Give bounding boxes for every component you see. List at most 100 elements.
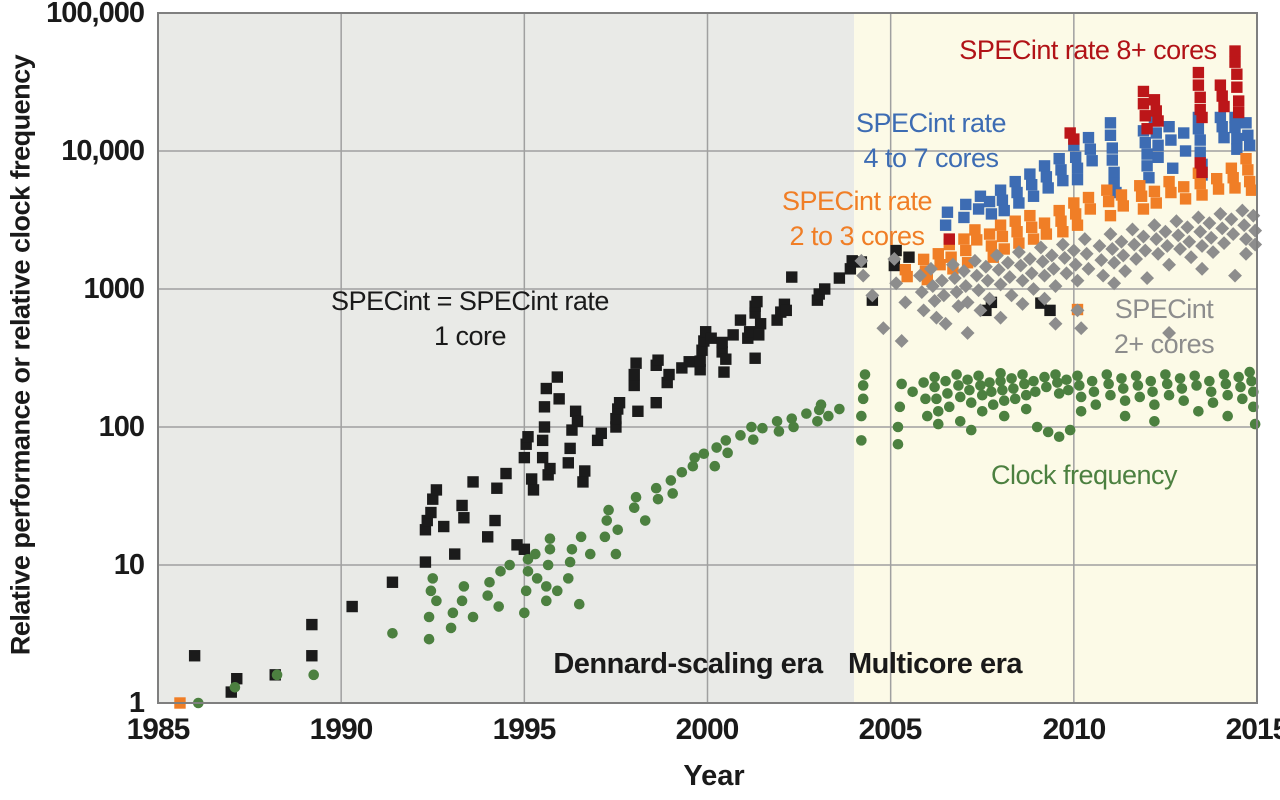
data-point [778,298,791,310]
data-point [998,204,1010,217]
data-point [951,369,962,380]
data-point [711,442,722,453]
data-point [751,295,763,308]
data-point [456,595,468,607]
data-point [1192,123,1205,135]
data-point [857,393,869,405]
data-point [1088,386,1100,398]
data-point [996,194,1009,206]
data-point [1068,197,1080,209]
data-point [1229,182,1241,194]
data-point [1011,226,1023,238]
data-point [1212,183,1225,195]
data-point [698,448,710,460]
data-point [425,506,437,519]
data-point [720,435,732,446]
data-point [1040,228,1053,240]
data-point [427,493,439,505]
data-point [575,531,587,543]
data-point [308,669,319,681]
data-point [1009,393,1021,405]
series-specint-rate-4-to-7-cores [939,111,1256,231]
data-point [630,491,642,503]
data-point [610,412,622,425]
data-point [969,224,981,236]
data-point [780,304,792,317]
data-point [754,318,767,330]
data-point [569,405,582,417]
data-point [579,465,591,477]
data-point [846,255,858,267]
data-point [346,600,358,613]
data-point [727,329,739,341]
data-point [520,585,532,597]
data-point [1179,145,1192,157]
data-point [1245,184,1258,196]
data-point [387,627,398,639]
data-point [1042,182,1054,194]
data-point [960,198,972,211]
data-point [1227,172,1239,184]
data-point [994,184,1007,196]
data-point [306,618,318,631]
data-point [553,393,565,405]
data-point [231,672,243,685]
data-point [1104,129,1117,141]
series-clock-frequency [174,366,1261,709]
data-point [1090,399,1102,411]
data-point [1053,431,1065,443]
data-point [650,482,662,494]
data-point [431,595,442,607]
data-point [1026,178,1038,191]
data-point [1207,397,1219,408]
data-point [1026,221,1038,233]
data-point [859,369,871,380]
data-point [1248,401,1259,413]
data-point [1009,175,1021,188]
data-point [225,686,237,698]
data-point [961,257,974,269]
annotation-specint-1core: SPECint = SPECint rate 1 core [331,286,609,351]
data-point [965,424,977,436]
data-point [894,401,906,413]
data-point [1214,79,1227,91]
data-point [1218,131,1230,144]
data-point [954,391,966,403]
data-point [1117,383,1129,394]
data-point [564,442,576,455]
data-point [1231,143,1243,155]
data-point [811,294,824,306]
data-point [1225,162,1238,174]
data-point [1216,90,1228,102]
data-point [511,539,523,551]
data-point [1008,383,1019,394]
data-point [1248,386,1259,398]
data-point [998,395,1010,407]
data-point [1104,209,1117,222]
data-point [932,405,944,417]
data-point [538,401,551,413]
data-point [716,336,728,349]
data-point [1222,410,1233,422]
data-point [489,514,501,527]
data-point [1071,219,1084,231]
data-point [419,524,432,536]
y-tick-100000: 100,000 [46,0,145,29]
data-point [1194,91,1206,103]
data-point [1196,189,1208,201]
data-point [918,377,929,388]
data-point [271,669,283,681]
data-point [953,380,964,391]
data-point [998,410,1010,422]
data-point [976,389,988,401]
data-point [920,393,931,405]
data-point [1101,184,1113,196]
data-point [1194,134,1206,146]
data-point [987,399,999,411]
data-point [1019,378,1030,390]
data-point [527,484,540,496]
data-point [1105,389,1116,401]
data-point [1150,105,1162,117]
data-point [1178,127,1190,139]
data-point [942,388,953,399]
